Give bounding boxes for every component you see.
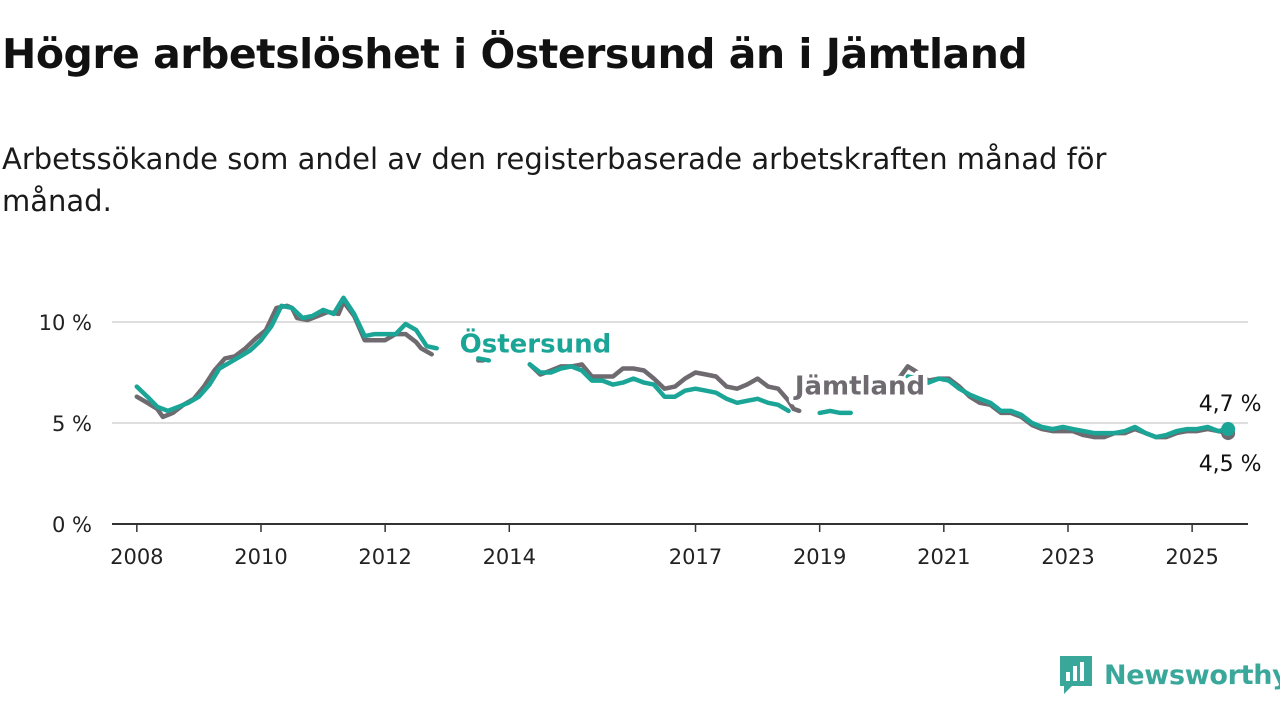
series-lines (134, 295, 1231, 440)
series-line-östersund (134, 295, 439, 414)
x-tick-label: 2010 (234, 545, 287, 569)
y-tick-label: 0 % (52, 513, 92, 537)
x-tick-label: 2014 (483, 545, 536, 569)
x-tick-label: 2019 (793, 545, 846, 569)
chart-title: Högre arbetslöshet i Östersund än i Jämt… (2, 30, 1028, 78)
series-label-halo: Jämtland (793, 372, 925, 402)
series-line-östersund (527, 362, 791, 414)
brand-name: Newsworthy (1104, 659, 1280, 691)
y-tick-label: 5 % (52, 412, 92, 436)
series-line-jämtland (134, 299, 434, 420)
series-end-label: 4,7 % (1199, 392, 1262, 417)
brand-logo: Newsworthy (1058, 654, 1280, 696)
series-line-östersund (476, 356, 492, 363)
x-tick-label: 2021 (917, 545, 970, 569)
axes: 0 % 5 % 10 % 2008 2010 2012 2014 2017 2019 2021 20… (39, 311, 1248, 569)
series-label-halo: Östersund (460, 326, 612, 359)
series-line-jämtland (786, 398, 802, 414)
gridlines (112, 321, 1248, 424)
chart-subtitle: Arbetssökande som andel av den registerb… (2, 142, 1107, 218)
series-line-östersund (905, 374, 1231, 440)
series-label-jämtland: Jämtland (793, 372, 925, 402)
x-tick-label: 2017 (669, 545, 722, 569)
y-tick-label: 10 % (39, 311, 92, 335)
x-tick-label: 2023 (1041, 545, 1094, 569)
series-end-dot (1221, 422, 1236, 437)
x-tick-label: 2012 (358, 545, 411, 569)
x-tick-label: 2025 (1165, 545, 1218, 569)
series-end-label: 4,5 % (1199, 452, 1262, 477)
series-labels: 4,5 %4,7 %ÖstersundÖstersundJämtlandJämt… (455, 322, 1262, 477)
x-tick-label: 2008 (110, 545, 163, 569)
series-label-östersund: Östersund (460, 326, 612, 359)
series-line-jämtland (527, 362, 791, 404)
newsworthy-logo-icon (1060, 656, 1092, 694)
series-line-östersund (817, 408, 853, 416)
